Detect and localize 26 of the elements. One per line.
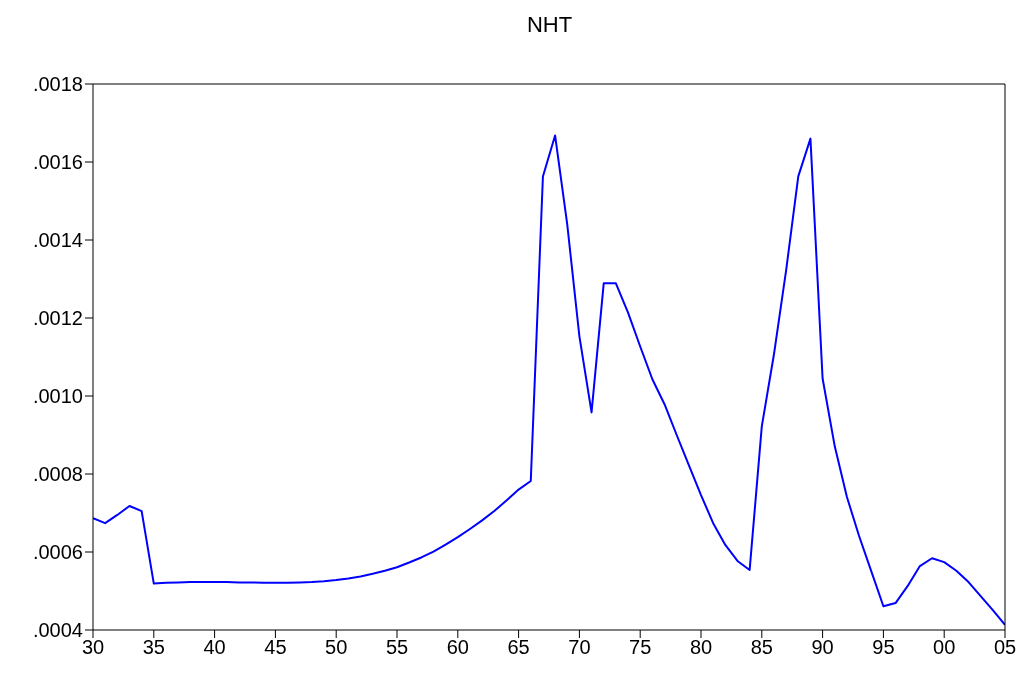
x-tick-label: 35 [142, 636, 165, 659]
x-tick-label: 75 [629, 636, 652, 659]
x-tick-label: 45 [264, 636, 287, 659]
x-tick-label: 05 [993, 636, 1017, 659]
x-tick-label: 40 [203, 636, 226, 659]
x-tick-label: 30 [81, 636, 105, 659]
x-tick-label: 60 [446, 636, 469, 659]
x-tick-label: 95 [872, 636, 895, 659]
x-tick-label: 55 [385, 636, 409, 659]
line-series [93, 134, 1005, 626]
x-tick-label: 65 [507, 636, 530, 659]
y-tick-label: .0004 [32, 619, 83, 642]
y-tick-label: .0012 [32, 307, 83, 330]
chart-title: NHT [525, 12, 574, 38]
y-tick-label: .0010 [32, 385, 83, 408]
x-tick-label: 80 [689, 636, 713, 659]
y-tick-label: .0014 [32, 229, 83, 252]
x-tick-label: 50 [325, 636, 348, 659]
x-tick-label: 90 [811, 636, 834, 659]
x-tick-label: 85 [750, 636, 773, 659]
y-tick-label: .0018 [32, 73, 83, 96]
y-tick-label: .0006 [32, 541, 83, 564]
y-tick-label: .0016 [32, 151, 83, 174]
y-tick-label: .0008 [32, 463, 83, 486]
x-tick-label: 70 [568, 636, 591, 659]
x-tick-label: 00 [933, 636, 956, 659]
